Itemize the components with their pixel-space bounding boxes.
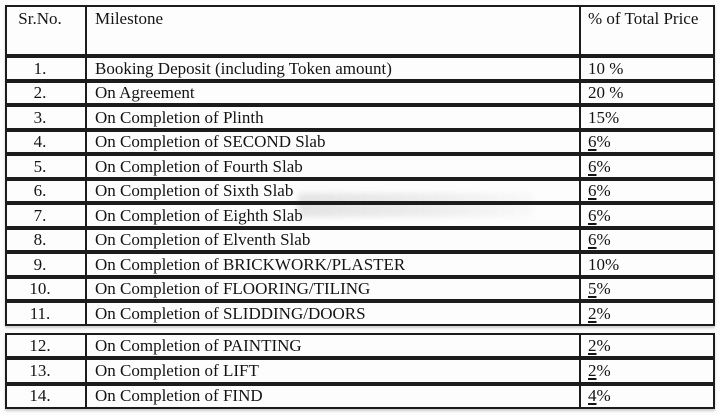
sr-no-cell: 7. [33,205,47,225]
milestone-cell: On Completion of FIND [85,385,579,407]
pct-cell: 4% [579,385,717,407]
sr-no-cell: 9. [33,254,47,274]
pct-underlined-value: 5 [588,279,597,298]
milestone-cell: On Completion of Elventh Slab [85,229,579,250]
milestone-cell: On Completion of FLOORING/TILING [85,278,579,299]
pct-cell: 2% [579,303,717,324]
sr-no-cell: 11. [29,303,51,323]
sr-no-cell: 5. [33,156,47,176]
sr-no-cell: 10. [29,279,51,298]
table-row: 12. On Completion of PAINTING 2% [5,333,717,359]
table-row: 10. On Completion of FLOORING/TILING 5% [5,276,717,301]
header-srno: Sr.No. [18,9,62,28]
table-row: 2. On Agreement 20 % [5,80,717,105]
pct-cell: 6% [579,131,717,152]
pct-cell: 2% [579,360,717,382]
table-row: 7. On Completion of Eighth Slab 6% [5,203,715,228]
pct-cell: 2% [579,335,717,357]
table-row: 14. On Completion of FIND 4% [5,383,717,409]
sr-no-cell: 1. [33,58,47,78]
pct-cell: 10 % [579,58,717,79]
milestone-cell: On Completion of PAINTING [85,335,579,357]
milestone-cell: On Completion of Eighth Slab [85,205,579,226]
milestone-cell: On Completion of SECOND Slab [85,131,579,152]
sr-no-cell: 14. [29,386,51,406]
pct-cell: 6% [579,180,717,201]
sr-no-cell: 6. [33,181,47,200]
table-row: 13. On Completion of LIFT 2% [5,358,717,384]
table-row: 4. On Completion of SECOND Slab 6% [5,129,717,154]
sr-no-cell: 12. [29,335,51,355]
pct-underlined-value: 4 [588,386,597,406]
table-body-2: 12. On Completion of PAINTING 2% 13. On Comp… [5,333,715,409]
milestone-cell: On Completion of Sixth Slab [85,180,579,201]
table-row: 11. On Completion of SLIDDING/DOORS 2% [5,301,715,326]
milestone-cell: On Completion of Plinth [85,107,579,128]
pct-cell: 6% [579,205,717,226]
pct-cell: 6% [579,229,717,250]
milestone-cell: On Agreement [85,82,579,103]
pct-cell: 10% [579,254,717,275]
milestone-table-section-1: Sr.No. Milestone % of Total Price 1. Book… [5,5,715,326]
milestone-cell: On Completion of SLIDDING/DOORS [85,303,579,324]
table-row: 9. On Completion of BRICKWORK/PLASTER 10% [5,252,715,277]
pct-cell: 15% [579,107,717,128]
sr-no-cell: 2. [33,83,47,102]
milestone-cell: On Completion of LIFT [85,360,579,382]
pct-underlined-value: 2 [588,360,597,380]
sr-no-cell: 8. [33,230,47,249]
table-row: 1. Booking Deposit (including Token amoun… [5,56,715,81]
milestone-table-section-2: 12. On Completion of PAINTING 2% 13. On Comp… [5,333,715,409]
pct-underlined-value: 6 [588,181,597,200]
sr-no-cell: 13. [29,360,51,380]
pct-cell: 5% [579,278,717,299]
pct-underlined-value: 2 [588,303,597,323]
table-row: 3. On Completion of Plinth 15% [5,105,715,130]
pct-underlined-value: 2 [588,335,597,355]
table-row: 5. On Completion of Fourth Slab 6% [5,154,715,179]
pct-underlined-value: 6 [588,132,597,151]
milestone-cell: Booking Deposit (including Token amount) [85,58,579,79]
pct-cell: 6% [579,156,717,177]
header-milestone: Milestone [85,7,579,54]
pct-underlined-value: 6 [588,230,597,249]
header-pct-of-total-price: % of Total Price [579,7,717,54]
sr-no-cell: 4. [33,132,47,151]
pct-underlined-value: 6 [588,205,597,225]
sr-no-cell: 3. [33,107,47,127]
table-row: 8. On Completion of Elventh Slab 6% [5,227,717,252]
pct-underlined-value: 6 [588,156,597,176]
table-row: 6. On Completion of Sixth Slab 6% [5,178,717,203]
milestone-cell: On Completion of BRICKWORK/PLASTER [85,254,579,275]
table-header-row: Sr.No. Milestone % of Total Price [5,5,715,56]
pct-cell: 20 % [579,82,717,103]
milestone-cell: On Completion of Fourth Slab [85,156,579,177]
table-body-1: 1. Booking Deposit (including Token amoun… [5,56,715,326]
